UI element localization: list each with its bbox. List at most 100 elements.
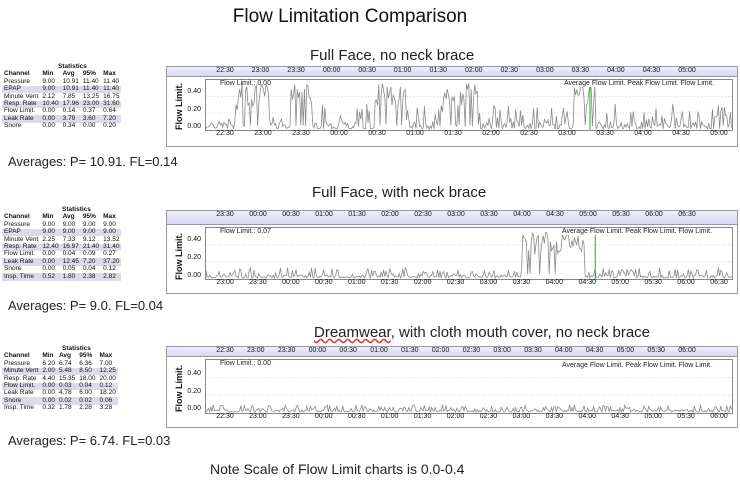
y-axis-label: Flow Limit. bbox=[174, 233, 184, 280]
time-tick: 03:00 bbox=[536, 67, 554, 74]
stats-header: Max bbox=[99, 352, 113, 360]
stats-channel-name: Pressure bbox=[4, 359, 31, 367]
stats-cell: 0.14 bbox=[62, 107, 76, 115]
stats-cell: 9.12 bbox=[82, 235, 96, 243]
y-tick: 0.20 bbox=[187, 254, 201, 261]
time-scrollbar[interactable]: 22:30 23:00 23:30 00:00 00:30 01:00 01:30 02:00… bbox=[167, 67, 737, 77]
stats-cell: 16.97 bbox=[62, 243, 79, 250]
stats-cell: 9.00 bbox=[42, 85, 55, 93]
time-tick: 01:30 bbox=[348, 211, 366, 218]
stats-cell: 9.00 bbox=[82, 220, 96, 228]
x-tick: 05:00 bbox=[710, 130, 728, 137]
stats-cell: 2.25 bbox=[42, 235, 55, 243]
stats-row: Snore 0.00 0.05 0.04 0.12 bbox=[2, 265, 121, 273]
x-tick: 03:30 bbox=[596, 130, 614, 137]
time-tick: 03:30 bbox=[524, 347, 542, 354]
time-tick: 23:30 bbox=[216, 211, 234, 218]
stats-cell: 0.05 bbox=[62, 265, 76, 273]
stats-row: Leak Rate 0.00 3.79 3.60 7.20 bbox=[2, 114, 122, 123]
x-tick: 03:00 bbox=[479, 279, 498, 286]
stats-cell: 18.20 bbox=[99, 389, 116, 397]
stats-row: Minute Vent 2.00 5.48 8.50 12.25 bbox=[2, 367, 118, 376]
section-3-stats-table: Statistics Channel Min Avg 95% Max Press… bbox=[2, 345, 152, 413]
stats-cell: 9.00 bbox=[42, 228, 55, 236]
stats-cell: 23.00 bbox=[82, 100, 100, 107]
stats-cell: 18.00 bbox=[79, 374, 96, 382]
time-tick: 23:00 bbox=[251, 67, 270, 74]
stats-cell: 0.00 bbox=[42, 250, 55, 258]
stats-channel-name: Minute Vent bbox=[4, 235, 39, 243]
x-tick: 01:00 bbox=[380, 413, 399, 420]
flow-limit-line bbox=[206, 403, 732, 413]
stats-cell: 2.82 bbox=[103, 272, 116, 280]
stats-cell: 9.00 bbox=[103, 228, 116, 236]
stats-channel-name: Flow Limit. bbox=[4, 107, 36, 115]
stats-cell: 10.91 bbox=[62, 85, 79, 93]
stats-cell: 0.00 bbox=[42, 107, 55, 115]
stats-cell: 0.20 bbox=[103, 122, 116, 130]
stats-cell: 2.38 bbox=[82, 272, 96, 280]
flow-limit-plot[interactable] bbox=[205, 79, 733, 131]
section-2-flow-limit-panel: 23:30 00:00 00:30 01:00 01:30 02:00 02:30 03:00… bbox=[166, 210, 738, 294]
x-tick: 02:30 bbox=[446, 279, 465, 286]
stats-cell: 0.00 bbox=[42, 382, 55, 389]
stats-channel-name: Pressure bbox=[4, 220, 31, 228]
section-1-stats-table: Statistics Channel Min Avg 95% Max Press… bbox=[2, 63, 152, 131]
x-tick: 00:30 bbox=[347, 413, 366, 420]
y-tick: 0.20 bbox=[187, 106, 201, 113]
stats-cell: 3.60 bbox=[82, 114, 96, 122]
x-tick: 03:30 bbox=[512, 279, 531, 286]
time-tick: 03:00 bbox=[493, 347, 511, 354]
time-tick: 00:00 bbox=[322, 67, 341, 74]
stats-cell: 3.28 bbox=[99, 404, 113, 412]
flow-limit-plot[interactable] bbox=[205, 227, 733, 280]
stats-row: Flow Limit. 0.00 0.03 0.04 0.12 bbox=[2, 382, 118, 390]
stats-cell: 0.04 bbox=[82, 265, 96, 273]
y-axis-label: Flow Limit. bbox=[174, 365, 184, 412]
stats-cell: 15.35 bbox=[58, 374, 76, 382]
stats-cell: 7.00 bbox=[99, 359, 113, 367]
stats-cell: 12.40 bbox=[42, 243, 59, 250]
stats-row: Pressure 6.20 6.74 6.36 7.00 bbox=[2, 360, 118, 367]
time-tick: 00:00 bbox=[249, 211, 267, 218]
x-tick: 02:00 bbox=[413, 279, 432, 286]
time-scrollbar[interactable]: 22:30 23:00 23:30 00:00 00:30 01:00 01:30 02:00… bbox=[167, 347, 737, 357]
section-1-subtitle: Full Face, no neck brace bbox=[310, 47, 475, 64]
time-tick: 23:00 bbox=[247, 347, 265, 354]
time-tick: 05:30 bbox=[612, 211, 630, 218]
x-tick: 04:00 bbox=[634, 130, 652, 137]
x-tick: 00:00 bbox=[315, 413, 333, 420]
stats-row: Insp. Time 0.32 1.78 2.28 3.28 bbox=[2, 404, 118, 412]
stats-header: Channel bbox=[4, 213, 30, 221]
time-tick: 05:00 bbox=[579, 211, 597, 218]
x-tick: 03:00 bbox=[558, 130, 576, 137]
chart-legend: Average Flow Limit. Peak Flow Limit. Flo… bbox=[562, 228, 713, 235]
stats-cell: 0.34 bbox=[62, 122, 76, 130]
time-tick: 03:30 bbox=[480, 211, 498, 218]
time-tick: 02:00 bbox=[381, 211, 399, 218]
stats-header: Max bbox=[103, 70, 116, 78]
stats-cell: 10.91 bbox=[62, 77, 79, 85]
x-axis: 23:00 23:30 00:00 00:30 01:00 01:30 02:00 02:30… bbox=[205, 279, 731, 288]
flow-limit-line bbox=[206, 83, 732, 130]
stats-cell: 6.36 bbox=[79, 359, 92, 367]
stats-row: Pressure 9.00 9.00 9.00 9.00 bbox=[2, 221, 121, 228]
stats-cell: 2.12 bbox=[42, 92, 55, 100]
stats-channel-name: Leak Rate bbox=[4, 114, 34, 122]
y-tick: 0.40 bbox=[187, 88, 201, 95]
x-tick: 22:30 bbox=[216, 413, 234, 420]
time-scrollbar[interactable]: 23:30 00:00 00:30 01:00 01:30 02:00 02:30 03:00… bbox=[167, 211, 737, 225]
stats-cell: 12.45 bbox=[62, 257, 79, 265]
x-tick: 01:30 bbox=[380, 279, 399, 286]
section-3-subtitle-rest: , with cloth mouth cover, no neck brace bbox=[390, 324, 651, 341]
x-tick: 05:00 bbox=[611, 279, 629, 286]
x-tick: 06:30 bbox=[710, 279, 728, 286]
scale-note: Note Scale of Flow Limit charts is 0.0-0… bbox=[210, 461, 465, 477]
stats-cell: 11.40 bbox=[103, 77, 119, 85]
x-tick: 01:30 bbox=[413, 413, 432, 420]
stats-channel-name: Leak Rate bbox=[4, 389, 34, 397]
dreamwear-misspelled-word: Dreamwear bbox=[314, 324, 391, 341]
stats-cell: 11.40 bbox=[82, 85, 99, 93]
stats-cell: 0.32 bbox=[42, 404, 55, 412]
x-tick: 01:00 bbox=[406, 130, 424, 137]
